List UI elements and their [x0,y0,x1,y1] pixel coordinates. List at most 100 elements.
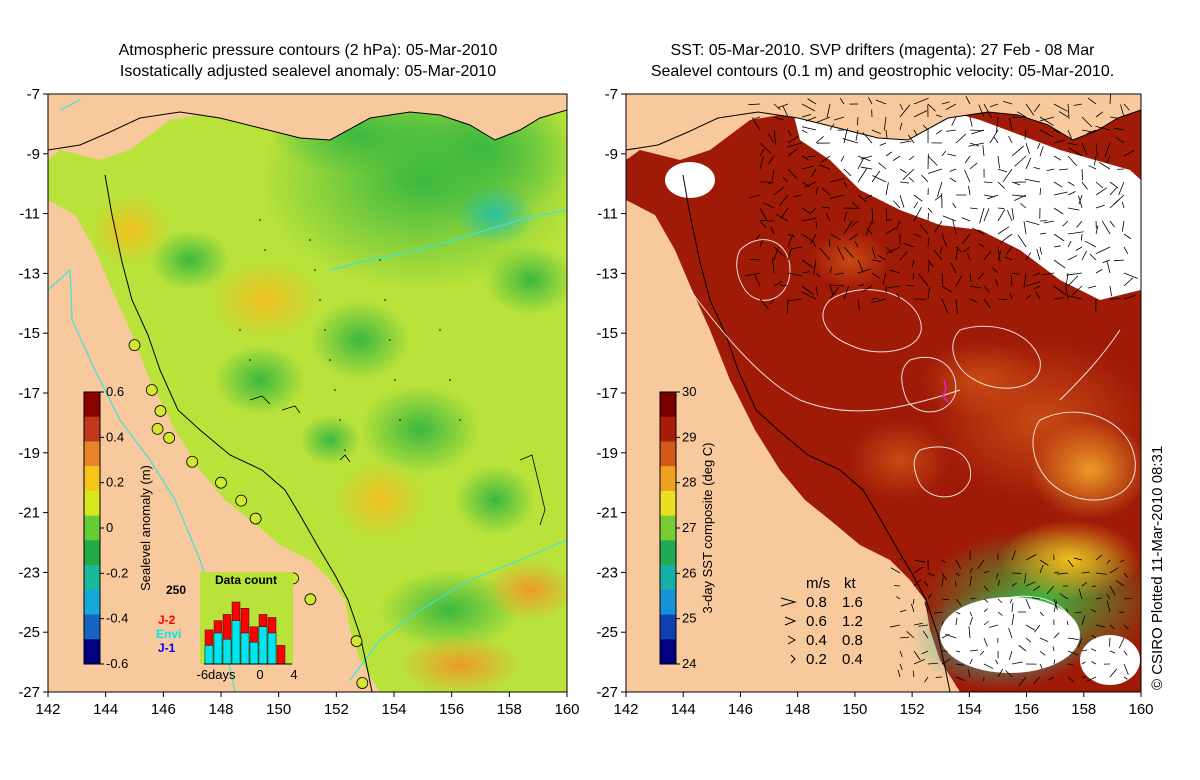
colorbar-swatch [84,466,100,492]
velocity-arrow [913,659,925,665]
velocity-arrow [912,598,915,605]
velocity-arrow [1095,181,1104,189]
velocity-arrow [1047,676,1055,681]
velocity-arrow [1104,142,1111,158]
velocity-arrow [770,226,775,235]
velocity-arrow [899,122,903,131]
velocity-arrow [801,165,814,170]
velocity-arrow [1067,142,1078,146]
velocity-arrow [767,133,775,144]
colorbar-swatch [84,441,100,467]
velocity-arrow [1066,272,1083,276]
velocity-arrow [969,298,978,303]
velocity-arrow [843,128,848,144]
tide-gauge-marker [186,455,199,468]
velocity-arrow [843,220,853,235]
velocity-legend-rows: 0.8 1.6 0.6 1.2 0.4 0.8 0.2 0.4 [780,594,863,668]
lat-tick-label: -13 [596,265,618,282]
velocity-arrow [771,168,775,181]
lat-tick-label: -19 [596,445,618,462]
velocity-arrow [780,207,789,219]
velocity-arrow [1039,650,1046,656]
velocity-arrow [1053,139,1065,144]
velocity-arrow [787,168,798,179]
velocity-arrow [893,200,901,209]
velocity-arrow [897,669,901,678]
velocity-arrow [885,207,888,222]
velocity-arrow [969,616,973,626]
velocity-arrow [1014,155,1027,167]
velocity-arrow [829,233,841,241]
velocity-arrow [1053,155,1062,161]
velocity-arrow [913,201,919,209]
lon-tick-label: 158 [497,701,522,718]
colorbar-swatch [84,639,100,665]
velocity-arrow [805,116,817,122]
velocity-arrow [1109,650,1116,654]
velocity-arrow [969,285,982,289]
velocity-arrow [962,246,971,253]
velocity-arrow [906,631,915,639]
velocity-arrow [839,98,845,105]
velocity-arrow [854,241,859,248]
velocity-arrow [1120,104,1125,118]
velocity-arrow [1095,269,1103,274]
velocity-arrow [908,155,915,161]
velocity-arrow [1053,207,1064,215]
velocity-arrow [1009,293,1013,300]
lat-tick-label: -11 [597,206,618,223]
colorbar-swatch [84,490,100,517]
velocity-arrow [773,186,785,196]
velocity-arrow [801,207,812,215]
velocity-arrow [955,581,957,587]
velocity-arrow [997,298,1008,301]
velocity-arrow [759,239,763,248]
velocity-arrow [911,259,915,268]
velocity-arrow [996,572,999,579]
lon-tick-label: 144 [93,701,118,718]
velocity-arrow [899,181,910,184]
velocity-arrow [767,155,775,165]
velocity-arrow [895,596,901,600]
velocity-arrow [924,602,929,613]
velocity-arrow [899,556,903,561]
lon-tick-label: 142 [35,701,60,718]
velocity-arrow [1123,663,1129,675]
tide-gauge-marker [145,384,158,396]
velocity-arrow [995,116,999,133]
velocity-arrow [1033,676,1041,685]
lon-tick-label: 158 [1071,701,1096,718]
velocity-arrow [843,181,848,188]
velocity-arrow [1106,600,1111,613]
velocity-arrow [1008,627,1013,639]
lon-tick-label: 150 [266,701,291,718]
velocity-arrow [1087,285,1097,289]
right-colorbar: 30 29 28 27 26 25 24 3-day SST composite (deg … [659,384,715,671]
velocity-arrow [882,272,887,285]
velocity-arrow [1081,116,1093,128]
velocity-arrow [941,658,951,665]
right-sealevel-contours [689,239,1136,665]
velocity-arrow [913,194,923,202]
velocity-arrow [933,611,943,614]
lat-tick-label: -25 [18,624,40,641]
velocity-arrow [1032,585,1041,592]
velocity-arrow [997,181,1005,189]
velocity-arrow [857,268,872,274]
velocity-arrow [983,637,988,647]
velocity-arrow [927,286,930,300]
velocity-arrow [952,202,957,209]
velocity-arrow [801,129,808,134]
velocity-arrow [919,224,929,235]
data-count-inset: Data count 250 J-2 Envi J-1 -6days 0 4 [156,572,298,682]
velocity-arrow [889,624,901,628]
velocity-arrow [773,246,785,258]
colorbar-tick-label: 26 [682,565,696,580]
velocity-arrow [786,298,789,314]
velocity-arrow [1039,637,1049,642]
velocity-arrow [1123,597,1132,600]
velocity-arrow [1040,272,1055,276]
velocity-arrow [927,259,935,268]
velocity-arrow [1096,246,1111,254]
velocity-arrow [787,298,803,302]
